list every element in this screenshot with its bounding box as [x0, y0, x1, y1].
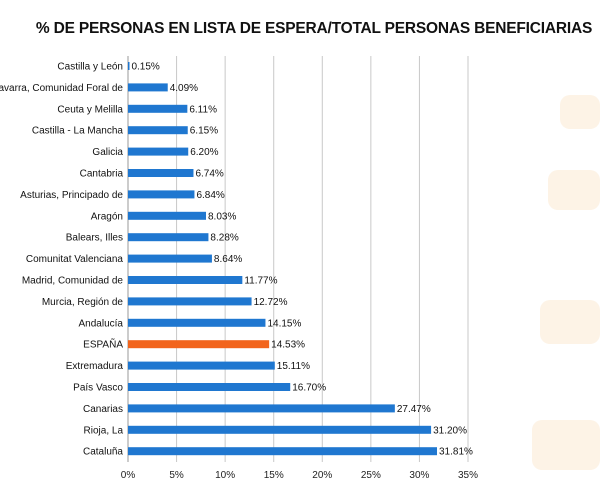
category-label: Aragón — [91, 211, 123, 222]
x-tick-label: 15% — [264, 470, 284, 481]
category-label: Cantabria — [80, 169, 124, 180]
value-label: 31.20% — [433, 425, 467, 436]
bar — [128, 254, 212, 263]
category-label: Madrid, Comunidad de — [22, 276, 124, 287]
chart-title: % DE PERSONAS EN LISTA DE ESPERA/TOTAL P… — [35, 20, 593, 37]
bar — [128, 361, 275, 370]
bar — [128, 297, 252, 306]
x-tick-label: 20% — [312, 470, 332, 481]
decor-shape — [532, 420, 600, 470]
value-label: 6.84% — [196, 190, 224, 201]
bar — [128, 169, 194, 177]
bar-highlight — [128, 340, 270, 349]
category-label: Castilla y León — [57, 62, 123, 73]
value-label: 14.53% — [271, 340, 305, 351]
category-label: Comunitat Valenciana — [26, 254, 124, 265]
value-label: 8.03% — [208, 211, 236, 222]
value-label: 16.70% — [292, 383, 326, 394]
value-label: 27.47% — [397, 404, 431, 415]
value-label: 8.64% — [214, 254, 242, 265]
decor-shape — [548, 170, 600, 210]
bar — [128, 404, 395, 413]
category-label: Murcia, Región de — [42, 297, 124, 308]
category-label: Ceuta y Melilla — [57, 104, 123, 115]
decor-shape — [540, 300, 600, 344]
value-label: 6.15% — [190, 126, 218, 137]
bar — [128, 276, 243, 284]
category-label: ESPAÑA — [83, 338, 123, 351]
category-label: Navarra, Comunidad Foral de — [0, 83, 123, 94]
bar — [128, 211, 207, 220]
x-tick-label: 0% — [121, 470, 136, 481]
value-label: 4.09% — [170, 83, 198, 94]
bar — [128, 233, 209, 242]
x-tick-label: 10% — [215, 470, 235, 481]
bar — [128, 425, 432, 434]
bar — [128, 190, 195, 199]
category-label: Balears, Illes — [66, 233, 123, 244]
category-label: Extremadura — [66, 361, 124, 372]
bar — [128, 318, 266, 327]
category-label: Rioja, La — [84, 425, 124, 436]
bars-group — [128, 62, 438, 456]
category-label: Cataluña — [83, 447, 123, 458]
category-label: Asturias, Principado de — [20, 190, 123, 201]
bar — [128, 83, 168, 92]
category-label: Canarias — [83, 404, 123, 415]
value-label: 14.15% — [267, 318, 301, 329]
decor-shape — [560, 95, 600, 129]
value-label: 0.15% — [131, 62, 159, 73]
x-tick-label: 35% — [458, 470, 478, 481]
value-labels: 0.15% 4.09% 6.11% 6.15% 6.20% 6.74% 6.84% 8.03%… — [131, 62, 473, 458]
category-labels: Castilla y León Navarra, Comunidad Foral … — [0, 62, 123, 458]
x-tick-label: 5% — [169, 470, 184, 481]
value-label: 11.77% — [244, 276, 277, 287]
bar — [128, 383, 291, 391]
value-label: 12.72% — [254, 297, 288, 308]
value-label: 6.74% — [195, 169, 223, 180]
category-label: Castilla - La Mancha — [32, 126, 124, 137]
value-label: 6.20% — [190, 147, 218, 158]
bar — [128, 447, 438, 456]
x-axis-ticks: 0% 5% 10% 15% 20% 25% 30% 35% — [121, 470, 478, 481]
bar — [128, 147, 189, 156]
value-label: 8.28% — [210, 233, 238, 244]
x-tick-label: 25% — [361, 470, 381, 481]
bar — [128, 126, 188, 135]
value-label: 31.81% — [439, 447, 473, 458]
value-label: 15.11% — [277, 361, 310, 372]
background-decoration — [532, 95, 600, 470]
category-label: Andalucía — [79, 318, 124, 329]
bar — [128, 104, 188, 113]
category-label: Galicia — [92, 147, 123, 158]
bar — [128, 62, 130, 70]
value-label: 6.11% — [189, 104, 217, 115]
category-label: País Vasco — [73, 383, 123, 394]
x-tick-label: 30% — [409, 470, 429, 481]
